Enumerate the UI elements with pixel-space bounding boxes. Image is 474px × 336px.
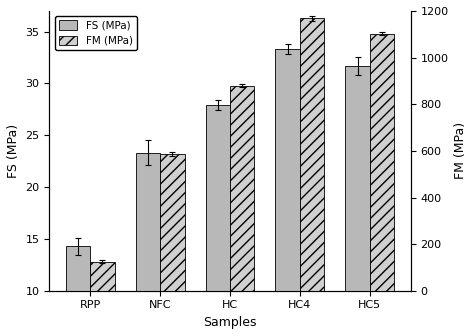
Y-axis label: FS (MPa): FS (MPa) [7, 124, 20, 178]
Bar [160, 154, 184, 336]
Bar [275, 49, 300, 336]
Bar [136, 153, 160, 336]
Bar [230, 86, 255, 336]
Bar [346, 66, 370, 336]
Legend: FS (MPa), FM (MPa): FS (MPa), FM (MPa) [55, 16, 137, 50]
Bar [370, 34, 394, 336]
Y-axis label: FM (MPa): FM (MPa) [454, 122, 467, 179]
Bar [206, 105, 230, 336]
X-axis label: Samples: Samples [203, 316, 257, 329]
Bar [66, 246, 90, 336]
Bar [90, 262, 115, 336]
Bar [300, 18, 324, 336]
